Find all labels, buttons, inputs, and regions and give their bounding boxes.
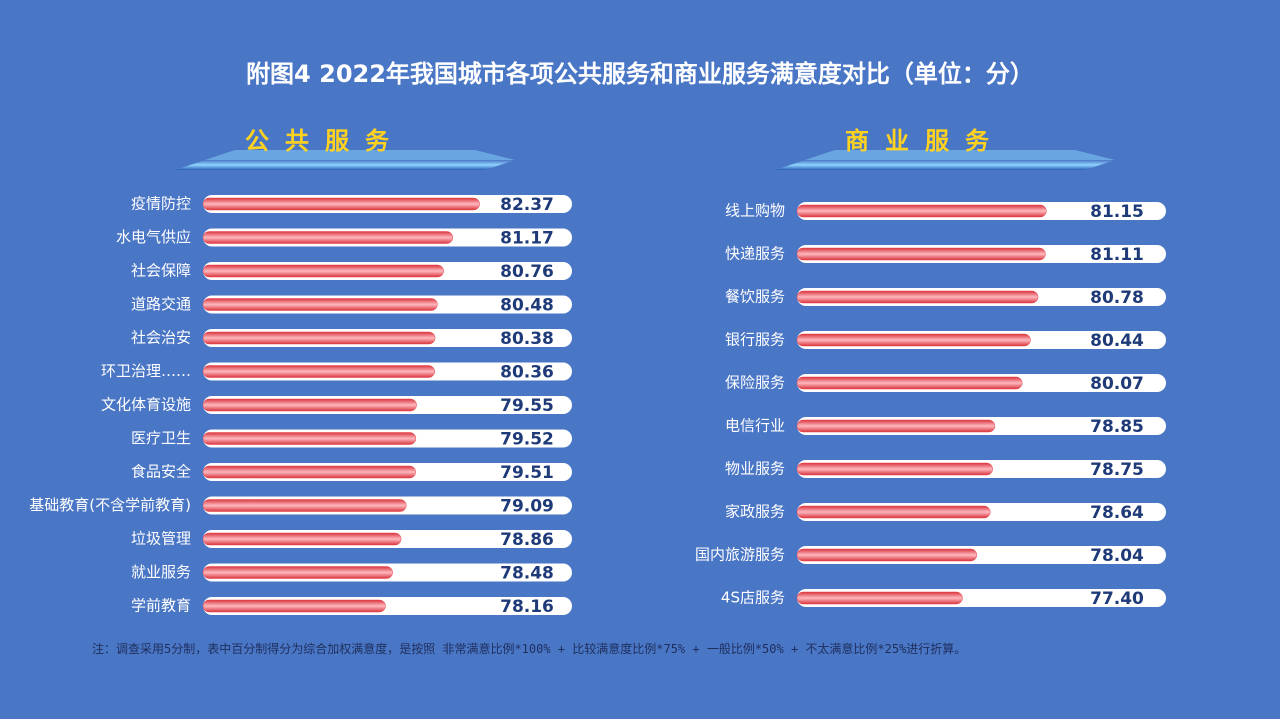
- bar: [202, 532, 402, 546]
- bar: [796, 333, 1031, 347]
- value-label: 80.48: [500, 296, 554, 316]
- section-title: 公共服务: [245, 127, 405, 155]
- bar: [202, 566, 393, 579]
- value-label: 79.09: [500, 497, 554, 517]
- value-label: 80.78: [1090, 288, 1144, 308]
- header-banner: [175, 160, 515, 170]
- category-label: 基础教育(不含学前教育): [29, 496, 191, 514]
- value-label: 79.52: [500, 430, 554, 450]
- value-label: 80.36: [500, 363, 554, 383]
- category-label: 社会治安: [131, 329, 191, 347]
- value-label: 79.51: [500, 463, 554, 483]
- header-banner: [775, 160, 1115, 170]
- value-label: 78.85: [1090, 417, 1144, 437]
- category-label: 疫情防控: [131, 195, 191, 213]
- category-label: 食品安全: [131, 463, 191, 481]
- category-label: 家政服务: [725, 503, 785, 521]
- category-label: 电信行业: [725, 417, 785, 435]
- value-label: 80.76: [500, 262, 554, 282]
- bar: [796, 247, 1046, 261]
- value-label: 78.64: [1090, 503, 1144, 523]
- value-label: 81.11: [1090, 245, 1144, 265]
- bar: [202, 264, 444, 278]
- value-label: 80.38: [500, 329, 554, 349]
- bar: [202, 599, 386, 613]
- bar: [202, 432, 417, 445]
- bar: [202, 197, 480, 211]
- category-label: 就业服务: [131, 563, 191, 581]
- bar: [202, 365, 435, 378]
- category-label: 银行服务: [725, 331, 785, 349]
- bar: [202, 499, 407, 512]
- value-label: 80.44: [1090, 331, 1144, 351]
- bar: [796, 462, 993, 476]
- bar: [796, 290, 1039, 304]
- value-label: 80.07: [1090, 374, 1144, 394]
- value-label: 78.48: [500, 564, 554, 584]
- bar: [796, 376, 1023, 390]
- category-label: 学前教育: [131, 597, 191, 615]
- bar: [202, 398, 417, 412]
- category-label: 国内旅游服务: [695, 546, 785, 564]
- category-label: 快递服务: [725, 245, 785, 263]
- value-label: 78.04: [1090, 546, 1144, 566]
- category-label: 垃圾管理: [131, 530, 191, 548]
- category-label: 餐饮服务: [725, 288, 785, 306]
- category-label: 道路交通: [131, 295, 191, 313]
- header-banner: [805, 150, 1115, 160]
- category-label: 水电气供应: [116, 228, 191, 246]
- value-label: 81.15: [1090, 202, 1144, 222]
- page-title: 附图4 2022年我国城市各项公共服务和商业服务满意度对比（单位：分）: [246, 60, 1034, 88]
- value-label: 78.75: [1090, 460, 1144, 480]
- category-label: 4S店服务: [721, 589, 785, 607]
- bar: [796, 204, 1047, 218]
- header-banner: [205, 150, 515, 160]
- bar: [202, 331, 436, 345]
- bar: [202, 298, 438, 311]
- category-label: 医疗卫生: [131, 429, 191, 447]
- bar: [202, 231, 454, 244]
- bar: [796, 548, 978, 562]
- bar: [796, 505, 991, 519]
- category-label: 文化体育设施: [101, 396, 191, 414]
- value-label: 78.86: [500, 530, 554, 550]
- value-label: 78.16: [500, 597, 554, 617]
- category-label: 保险服务: [725, 374, 785, 392]
- category-label: 线上购物: [725, 202, 785, 220]
- category-label: 物业服务: [725, 460, 785, 478]
- section-title: 商业服务: [845, 127, 1005, 155]
- value-label: 79.55: [500, 396, 554, 416]
- bar: [202, 465, 416, 479]
- value-label: 81.17: [500, 229, 554, 249]
- category-label: 社会保障: [131, 262, 191, 280]
- bar: [796, 419, 996, 433]
- value-label: 77.40: [1090, 589, 1144, 609]
- bar: [796, 591, 963, 605]
- category-label: 环卫治理……: [101, 362, 191, 380]
- value-label: 82.37: [500, 195, 554, 215]
- footnote: 注：调查采用5分制，表中百分制得分为综合加权满意度，是按照 非常满意比例*100…: [92, 642, 967, 656]
